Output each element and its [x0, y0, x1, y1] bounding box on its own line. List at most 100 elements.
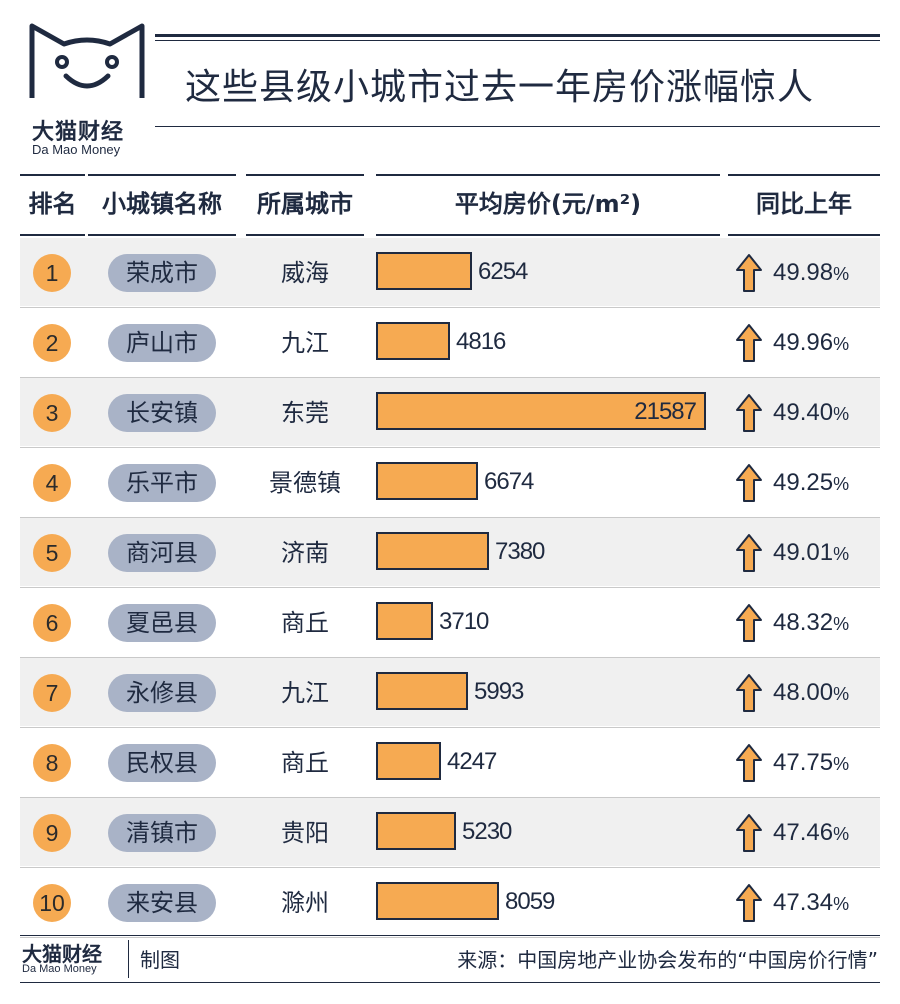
row-separator — [20, 517, 880, 518]
percent-sign: % — [833, 404, 850, 424]
header-rule — [20, 174, 85, 176]
price-bar — [376, 322, 450, 360]
percent-sign: % — [833, 894, 850, 914]
price-bar — [376, 882, 499, 920]
row-separator — [20, 867, 880, 868]
row-separator — [20, 307, 880, 308]
yoy-change: 47.75% — [773, 728, 849, 798]
price-bar — [376, 672, 468, 710]
rank-badge: 9 — [33, 814, 71, 852]
town-name: 永修县 — [108, 674, 216, 712]
yoy-change: 48.32% — [773, 588, 849, 658]
up-arrow-icon — [736, 674, 762, 712]
yoy-change: 49.40% — [773, 378, 849, 448]
yoy-change: 49.01% — [773, 518, 849, 588]
city-name: 东莞 — [281, 399, 329, 427]
rank-badge: 4 — [33, 464, 71, 502]
yoy-value: 49.25 — [773, 469, 834, 496]
up-arrow-icon — [736, 534, 762, 572]
footer-divider — [128, 940, 129, 978]
row-separator — [20, 937, 880, 938]
price-bar — [376, 532, 489, 570]
town-name: 民权县 — [108, 744, 216, 782]
price-value-label: 5993 — [474, 678, 524, 705]
up-arrow-icon — [736, 254, 762, 292]
rank-badge: 2 — [33, 324, 71, 362]
town-name: 庐山市 — [108, 324, 216, 362]
footer-made-label: 制图 — [140, 948, 180, 972]
page-title: 这些县级小城市过去一年房价涨幅惊人 — [185, 67, 815, 108]
footer-brand-cn: 大猫财经 — [22, 942, 102, 966]
rank-badge: 7 — [33, 674, 71, 712]
price-value-label: 4247 — [447, 748, 497, 775]
percent-sign: % — [833, 824, 850, 844]
rank-badge: 8 — [33, 744, 71, 782]
town-name: 商河县 — [108, 534, 216, 572]
table-row: 10 来安县 滁州 8059 47.34% — [0, 868, 900, 938]
row-separator — [20, 797, 880, 798]
city-name: 九江 — [281, 329, 329, 357]
footer-rule-bottom — [20, 982, 880, 983]
price-bar — [376, 602, 433, 640]
price-bar — [376, 252, 472, 290]
column-header-yoy: 同比上年 — [756, 190, 852, 218]
town-name: 长安镇 — [108, 394, 216, 432]
city-name: 九江 — [281, 679, 329, 707]
title-rule-bottom — [155, 126, 880, 127]
column-header-city: 所属城市 — [257, 190, 353, 218]
table-row: 1 荣成市 威海 6254 49.98% — [0, 238, 900, 308]
rank-badge: 10 — [33, 884, 71, 922]
yoy-value: 49.98 — [773, 259, 834, 286]
price-bar — [376, 392, 706, 430]
row-separator — [20, 377, 880, 378]
brand-name-cn: 大猫财经 — [32, 120, 125, 145]
yoy-value: 49.01 — [773, 539, 834, 566]
rank-badge: 1 — [33, 254, 71, 292]
header-rule — [20, 234, 85, 236]
yoy-value: 48.00 — [773, 679, 834, 706]
yoy-value: 47.46 — [773, 819, 834, 846]
rank-badge: 5 — [33, 534, 71, 572]
percent-sign: % — [833, 264, 850, 284]
up-arrow-icon — [736, 394, 762, 432]
price-value-label: 6674 — [484, 468, 534, 495]
up-arrow-icon — [736, 464, 762, 502]
footer-rule — [20, 935, 880, 936]
yoy-change: 49.98% — [773, 238, 849, 308]
rank-badge: 6 — [33, 604, 71, 642]
town-name: 清镇市 — [108, 814, 216, 852]
city-name: 商丘 — [281, 609, 329, 637]
row-separator — [20, 657, 880, 658]
price-value-label: 8059 — [505, 888, 555, 915]
table-row: 6 夏邑县 商丘 3710 48.32% — [0, 588, 900, 658]
yoy-change: 48.00% — [773, 658, 849, 728]
header-rule — [728, 174, 880, 176]
price-value-label: 5230 — [462, 818, 512, 845]
up-arrow-icon — [736, 604, 762, 642]
yoy-value: 48.32 — [773, 609, 834, 636]
table-row: 5 商河县 济南 7380 49.01% — [0, 518, 900, 588]
percent-sign: % — [833, 754, 850, 774]
price-bar — [376, 742, 441, 780]
city-name: 滁州 — [281, 889, 329, 917]
brand-name-en: Da Mao Money — [32, 142, 121, 157]
row-separator — [20, 447, 880, 448]
price-bar — [376, 462, 478, 500]
row-separator — [20, 727, 880, 728]
title-rule-thin — [155, 40, 880, 41]
header-rule — [376, 174, 720, 176]
up-arrow-icon — [736, 744, 762, 782]
price-value-label: 6254 — [478, 258, 528, 285]
header-rule — [88, 174, 236, 176]
percent-sign: % — [833, 684, 850, 704]
price-bar — [376, 812, 456, 850]
yoy-change: 49.25% — [773, 448, 849, 518]
yoy-value: 47.75 — [773, 749, 834, 776]
city-name: 威海 — [281, 259, 329, 287]
price-value-label: 7380 — [495, 538, 545, 565]
percent-sign: % — [833, 614, 850, 634]
town-name: 荣成市 — [108, 254, 216, 292]
price-value-label: 21587 — [634, 398, 697, 425]
percent-sign: % — [833, 334, 850, 354]
header-rule — [246, 174, 364, 176]
